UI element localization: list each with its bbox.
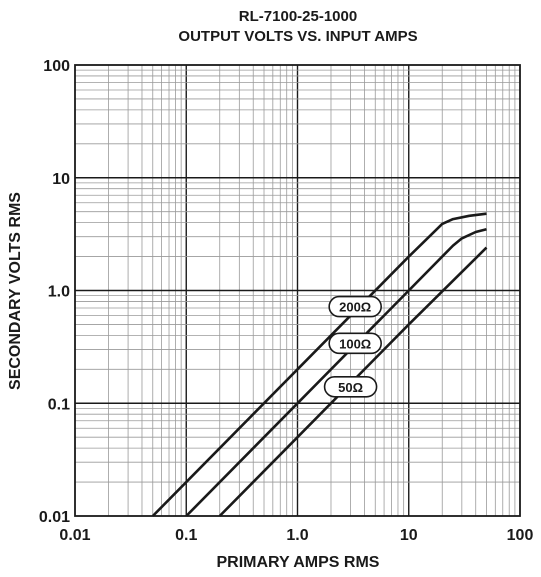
series-label-box xyxy=(328,332,382,355)
grid-lines xyxy=(75,65,520,516)
chart-subtitle: OUTPUT VOLTS VS. INPUT AMPS xyxy=(178,28,417,45)
series-label: 50Ω xyxy=(338,380,363,395)
x-tick-label: 1.0 xyxy=(286,527,308,544)
series-label-box xyxy=(328,295,382,318)
x-axis-label: PRIMARY AMPS RMS xyxy=(217,554,380,571)
y-tick-label: 0.1 xyxy=(48,396,70,413)
x-tick-label: 10 xyxy=(400,527,418,544)
x-tick-label: 0.1 xyxy=(175,527,197,544)
y-tick-label: 1.0 xyxy=(48,284,70,301)
series-label: 100Ω xyxy=(339,336,371,351)
y-tick-label: 10 xyxy=(52,171,70,188)
y-axis-label: SECONDARY VOLTS RMS xyxy=(7,192,24,390)
chart-title: RL-7100-25-1000 xyxy=(239,8,357,25)
series-label: 200Ω xyxy=(339,300,371,315)
series-line xyxy=(185,227,487,517)
y-tick-labels: 0.01 0.1 1.0 10 100 xyxy=(39,58,70,526)
plot-border xyxy=(74,64,521,517)
series-line xyxy=(151,212,487,517)
plot-frame xyxy=(74,64,521,517)
x-tick-labels: 0.01 0.1 1.0 10 100 xyxy=(59,527,533,544)
series-labels: 200Ω 100Ω 50Ω xyxy=(323,295,382,398)
series-label-box xyxy=(323,375,378,398)
x-tick-label: 0.01 xyxy=(59,527,90,544)
y-tick-label: 100 xyxy=(43,58,70,75)
series-lines xyxy=(151,212,488,517)
x-tick-label: 100 xyxy=(507,527,534,544)
y-tick-label: 0.01 xyxy=(39,509,70,526)
